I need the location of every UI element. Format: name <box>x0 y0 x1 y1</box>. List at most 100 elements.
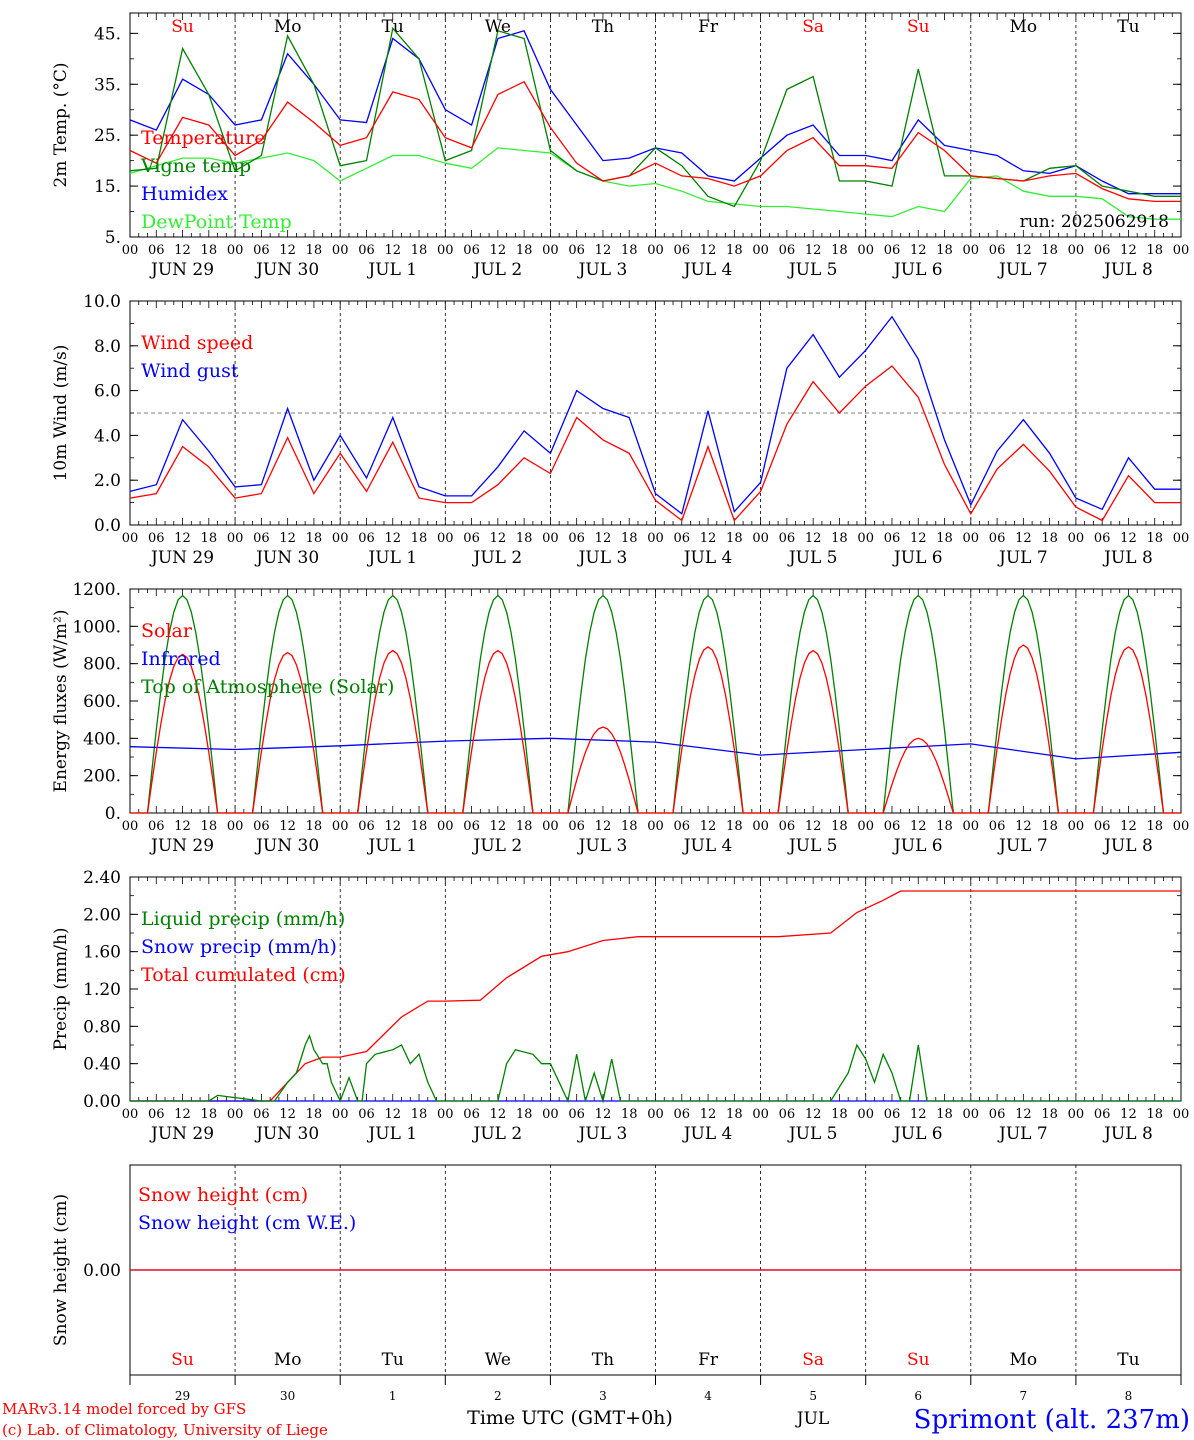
series-line-infrared <box>129 737 1182 760</box>
hour-tick-label: 12 <box>805 1107 822 1122</box>
hour-tick-label: 00 <box>857 531 874 546</box>
y-tick-label: 0.00 <box>83 1092 121 1112</box>
hour-tick-label: 00 <box>437 819 454 834</box>
hour-tick-label: 00 <box>1173 531 1190 546</box>
day-number-label: 3 <box>599 1389 607 1403</box>
date-label: JUL 4 <box>682 260 733 280</box>
day-of-week-label: Fr <box>698 1350 719 1370</box>
hour-tick-label: 06 <box>674 1107 691 1122</box>
hour-tick-label: 12 <box>174 531 191 546</box>
plot-frame <box>129 588 1182 814</box>
day-of-week-label: Th <box>592 17 614 37</box>
hour-tick-label: 18 <box>936 1107 953 1122</box>
hour-tick-label: 00 <box>647 1107 664 1122</box>
day-of-week-label: Tu <box>1117 17 1139 37</box>
legend-entry: Snow height (cm W.E.) <box>138 1212 356 1234</box>
hour-tick-label: 12 <box>1015 531 1032 546</box>
hour-tick-label: 00 <box>647 243 664 258</box>
y-tick-label: 1.60 <box>83 943 121 963</box>
panel-2: 00 06 12 18 00 06 12 18 00 06 12 18 00 06 12 18 00 06 12 18… <box>51 292 1189 568</box>
hour-tick-label: 06 <box>674 243 691 258</box>
hour-tick-label: 06 <box>253 1107 270 1122</box>
date-label: JUL 4 <box>682 1124 733 1144</box>
date-label: JUL 3 <box>577 548 628 568</box>
day-of-week-label: Su <box>907 17 930 37</box>
hour-tick-label: 18 <box>936 819 953 834</box>
legend-entry: Humidex <box>141 183 228 205</box>
hour-tick-label: 00 <box>542 1107 559 1122</box>
hour-tick-label: 00 <box>122 819 139 834</box>
hour-tick-label: 06 <box>568 243 585 258</box>
day-number-label: 29 <box>175 1389 190 1403</box>
hour-tick-label: 06 <box>989 1107 1006 1122</box>
hour-tick-label: 00 <box>1068 531 1085 546</box>
legend-entry: Temperature <box>141 127 265 149</box>
y-tick-label: 2.40 <box>83 868 121 888</box>
hour-tick-label: 18 <box>831 819 848 834</box>
date-label: JUL 3 <box>577 836 628 856</box>
hour-tick-label: 06 <box>1094 243 1111 258</box>
panel-1: 00 06 12 18 00 06 12 18 00 06 12 18 00 06 12 18 00 06 12 18… <box>51 12 1189 280</box>
y-tick-label: 5. <box>105 228 121 248</box>
hour-tick-label: 06 <box>884 243 901 258</box>
y-tick-label: 10.0 <box>83 292 121 312</box>
hour-tick-label: 00 <box>437 1107 454 1122</box>
hour-tick-label: 12 <box>279 243 296 258</box>
hour-tick-label: 12 <box>174 1107 191 1122</box>
hour-tick-label: 06 <box>463 819 480 834</box>
y-axis-label: Snow height (cm) <box>51 1194 71 1346</box>
hour-tick-label: 00 <box>437 531 454 546</box>
series-line-liquid-precip-mm-h- <box>130 1033 1181 1104</box>
day-number-label: 30 <box>280 1389 295 1403</box>
date-label: JUL 6 <box>892 548 943 568</box>
date-label: JUN 29 <box>149 1124 214 1144</box>
hour-tick-label: 00 <box>542 819 559 834</box>
hour-tick-label: 18 <box>306 531 323 546</box>
hour-tick-label: 18 <box>516 531 533 546</box>
hour-tick-label: 00 <box>227 819 244 834</box>
x-axis-label: Time UTC (GMT+0h) <box>467 1407 673 1429</box>
hour-tick-label: 12 <box>700 243 717 258</box>
date-label: JUL 8 <box>1102 260 1153 280</box>
hour-tick-label: 00 <box>857 819 874 834</box>
hour-tick-label: 06 <box>1094 1107 1111 1122</box>
hour-tick-label: 00 <box>332 1107 349 1122</box>
y-tick-label: 1000. <box>72 617 121 637</box>
date-label: JUL 2 <box>472 1124 523 1144</box>
hour-tick-label: 18 <box>936 531 953 546</box>
hour-tick-label: 18 <box>726 243 743 258</box>
hour-tick-label: 06 <box>568 1107 585 1122</box>
hour-tick-label: 18 <box>306 1107 323 1122</box>
hour-tick-label: 18 <box>831 1107 848 1122</box>
hour-tick-label: 06 <box>463 531 480 546</box>
hour-tick-label: 00 <box>122 1107 139 1122</box>
date-label: JUL 5 <box>787 836 838 856</box>
y-tick-label: 600. <box>83 692 121 712</box>
date-label: JUL 8 <box>1102 1124 1153 1144</box>
hour-tick-label: 18 <box>201 243 218 258</box>
footer-lab: (c) Lab. of Climatology, University of L… <box>2 1421 328 1439</box>
y-axis-label: Precip (mm/h) <box>51 927 71 1050</box>
y-tick-label: 8.0 <box>94 337 121 357</box>
date-label: JUN 29 <box>149 836 214 856</box>
day-number-label: 6 <box>914 1389 922 1403</box>
y-axis-label: 2m Temp. (°C) <box>51 62 71 187</box>
hour-tick-label: 00 <box>1068 243 1085 258</box>
hour-tick-label: 00 <box>227 243 244 258</box>
day-of-week-label: Su <box>907 1350 930 1370</box>
hour-tick-label: 18 <box>201 819 218 834</box>
hour-tick-label: 12 <box>700 819 717 834</box>
hour-tick-label: 00 <box>1068 819 1085 834</box>
date-label: JUL 6 <box>892 836 943 856</box>
day-of-week-label: Mo <box>274 1350 302 1370</box>
hour-tick-label: 06 <box>884 1107 901 1122</box>
hour-tick-label: 00 <box>332 819 349 834</box>
hour-tick-label: 06 <box>674 819 691 834</box>
date-label: JUL 2 <box>472 260 523 280</box>
y-tick-label: 0.40 <box>83 1055 121 1075</box>
day-number-label: 4 <box>704 1389 712 1403</box>
hour-tick-label: 00 <box>227 1107 244 1122</box>
date-label: JUL 1 <box>366 260 417 280</box>
hour-tick-label: 12 <box>1015 1107 1032 1122</box>
hour-tick-label: 06 <box>253 819 270 834</box>
